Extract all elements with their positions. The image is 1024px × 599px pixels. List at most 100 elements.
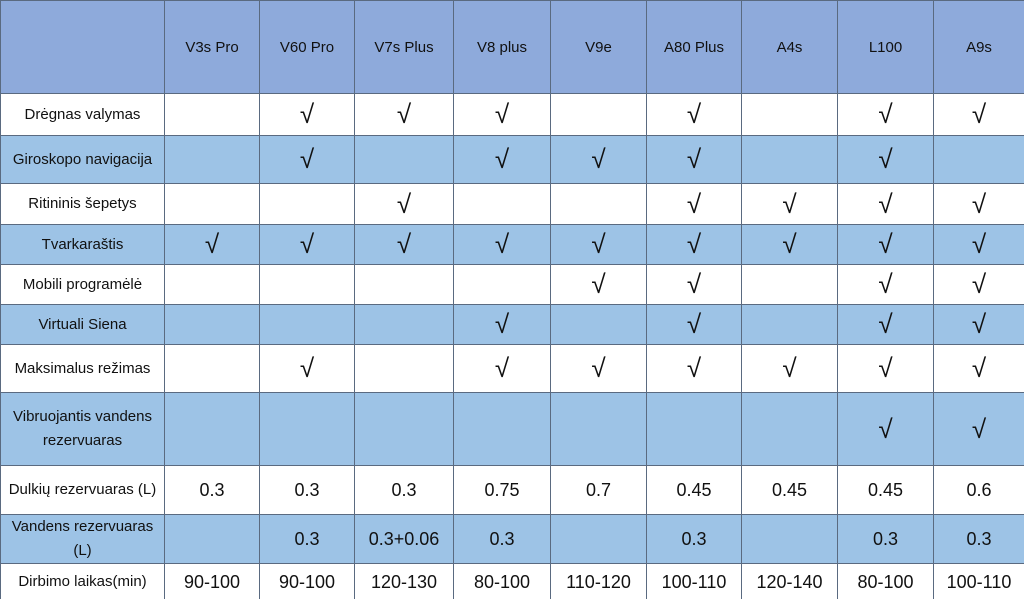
empty-cell <box>741 304 838 345</box>
value-cell: 0.6 <box>933 465 1024 515</box>
check-cell: √ <box>837 392 934 466</box>
check-cell: √ <box>453 135 551 184</box>
check-cell: √ <box>837 344 934 393</box>
check-cell: √ <box>550 344 647 393</box>
value-cell: 90-100 <box>259 563 355 599</box>
check-cell: √ <box>933 264 1024 305</box>
check-cell: √ <box>837 304 934 345</box>
check-cell: √ <box>933 183 1024 225</box>
empty-cell <box>354 304 454 345</box>
column-header: A80 Plus <box>646 0 742 94</box>
empty-cell <box>164 392 260 466</box>
value-cell: 0.3 <box>837 514 934 564</box>
value-cell: 0.3 <box>933 514 1024 564</box>
row-label: Dulkių rezervuaras (L) <box>0 465 165 515</box>
value-cell: 0.3 <box>646 514 742 564</box>
value-cell: 100-110 <box>933 563 1024 599</box>
value-cell: 0.3 <box>453 514 551 564</box>
header-row: V3s Pro V60 Pro V7s Plus V8 plus V9e A80 Plus… <box>0 0 1024 94</box>
check-cell: √ <box>646 344 742 393</box>
check-cell: √ <box>933 344 1024 393</box>
empty-cell <box>259 183 355 225</box>
check-cell: √ <box>933 304 1024 345</box>
column-header: V9e <box>550 0 647 94</box>
check-cell: √ <box>164 224 260 265</box>
check-cell: √ <box>646 224 742 265</box>
empty-cell <box>164 183 260 225</box>
empty-cell <box>164 514 260 564</box>
value-cell: 0.7 <box>550 465 647 515</box>
check-cell: √ <box>933 93 1024 136</box>
check-cell: √ <box>837 224 934 265</box>
value-cell: 120-130 <box>354 563 454 599</box>
column-header: L100 <box>837 0 934 94</box>
empty-cell <box>550 183 647 225</box>
row-label: Mobili programėlė <box>0 264 165 305</box>
table-row: Tvarkaraštis √ √ √ √ √ √ √ √ √ <box>0 224 1024 265</box>
check-cell: √ <box>646 93 742 136</box>
row-label: Maksimalus režimas <box>0 344 165 393</box>
check-cell: √ <box>259 224 355 265</box>
value-cell: 0.75 <box>453 465 551 515</box>
empty-cell <box>164 304 260 345</box>
value-cell: 80-100 <box>837 563 934 599</box>
empty-cell <box>453 183 551 225</box>
table-row: Drėgnas valymas √ √ √ √ √ √ <box>0 93 1024 136</box>
check-cell: √ <box>837 135 934 184</box>
row-label: Vibruojantis vandens rezervuaras <box>0 392 165 466</box>
value-cell: 0.3 <box>259 514 355 564</box>
value-cell: 0.3 <box>259 465 355 515</box>
check-cell: √ <box>837 183 934 225</box>
check-cell: √ <box>354 183 454 225</box>
value-cell: 0.3 <box>354 465 454 515</box>
value-cell: 0.45 <box>837 465 934 515</box>
empty-cell <box>453 264 551 305</box>
empty-cell <box>259 304 355 345</box>
empty-cell <box>741 93 838 136</box>
empty-cell <box>550 514 647 564</box>
empty-cell <box>741 514 838 564</box>
empty-cell <box>354 264 454 305</box>
check-cell: √ <box>453 93 551 136</box>
empty-cell <box>741 392 838 466</box>
value-cell: 110-120 <box>550 563 647 599</box>
empty-cell <box>259 392 355 466</box>
check-cell: √ <box>453 304 551 345</box>
column-header: V60 Pro <box>259 0 355 94</box>
value-cell: 0.3 <box>164 465 260 515</box>
empty-cell <box>933 135 1024 184</box>
empty-cell <box>354 344 454 393</box>
check-cell: √ <box>933 224 1024 265</box>
empty-cell <box>164 93 260 136</box>
check-cell: √ <box>550 264 647 305</box>
check-cell: √ <box>259 135 355 184</box>
table-row: Dirbimo laikas(min) 90-100 90-100 120-130 80… <box>0 563 1024 599</box>
empty-cell <box>354 135 454 184</box>
check-cell: √ <box>453 344 551 393</box>
check-cell: √ <box>741 344 838 393</box>
column-header: A4s <box>741 0 838 94</box>
table-row: Ritininis šepetys √ √ √ √ √ <box>0 183 1024 225</box>
check-cell: √ <box>354 224 454 265</box>
value-cell: 120-140 <box>741 563 838 599</box>
empty-cell <box>453 392 551 466</box>
check-cell: √ <box>741 224 838 265</box>
column-header: V3s Pro <box>164 0 260 94</box>
check-cell: √ <box>646 304 742 345</box>
row-label: Giroskopo navigacija <box>0 135 165 184</box>
empty-cell <box>164 264 260 305</box>
check-cell: √ <box>354 93 454 136</box>
table-row: Vandens rezervuaras (L) 0.3 0.3+0.06 0.3 0.3… <box>0 514 1024 564</box>
row-label: Tvarkaraštis <box>0 224 165 265</box>
check-cell: √ <box>550 135 647 184</box>
table-row: Virtuali Siena √ √ √ √ <box>0 304 1024 345</box>
check-cell: √ <box>741 183 838 225</box>
value-cell: 80-100 <box>453 563 551 599</box>
empty-cell <box>550 392 647 466</box>
empty-cell <box>550 304 647 345</box>
empty-cell <box>550 93 647 136</box>
empty-cell <box>164 344 260 393</box>
column-header: A9s <box>933 0 1024 94</box>
table-row: Mobili programėlė √ √ √ √ <box>0 264 1024 305</box>
value-cell: 100-110 <box>646 563 742 599</box>
